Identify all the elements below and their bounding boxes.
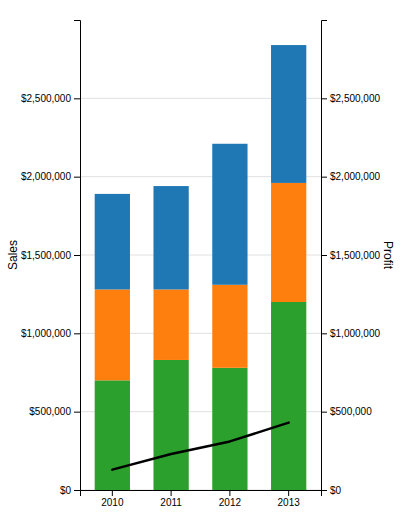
y2-tick-mark: [321, 255, 327, 256]
y-tick-mark: [74, 333, 80, 334]
y2-axis-line: [322, 21, 328, 491]
y-tick-label: $2,000,000: [21, 171, 71, 182]
y-tick: $2,500,000: [21, 93, 80, 104]
x-tick-mark: [229, 490, 230, 496]
y-tick-mark: [74, 490, 80, 491]
bar: [212, 368, 247, 490]
y-tick: $0: [60, 485, 80, 496]
y2-tick-label: $500,000: [330, 406, 372, 417]
x-tick: 2013: [278, 490, 301, 508]
bar: [95, 194, 130, 290]
bar: [271, 302, 306, 490]
y2-tick-label: $2,000,000: [330, 171, 380, 182]
y2-axis: $0 $500,000 $1,000,000 $1,500,000 $2,000,000…: [321, 21, 380, 496]
x-axis: 2010 2011 2012 2013: [81, 490, 322, 508]
line: [112, 423, 288, 470]
y2-tick-mark: [321, 98, 327, 99]
x-tick: 2010: [101, 490, 124, 508]
y-tick-label: $2,500,000: [21, 93, 71, 104]
y-tick-label: $0: [60, 485, 72, 496]
y2-axis-title: Profit: [381, 241, 395, 270]
y2-tick: $500,000: [321, 406, 372, 417]
plot: 2010 2011 2012 2013 $0 $500,000 $1,000,000 $1,5…: [21, 21, 381, 509]
y-tick-label: $500,000: [29, 406, 71, 417]
y-axis-title: Sales: [6, 240, 20, 270]
y-tick-mark: [74, 98, 80, 99]
x-tick-label: 2010: [101, 497, 124, 508]
chart: 2010 2011 2012 2013 $0 $500,000 $1,000,000 $1,5…: [0, 0, 401, 530]
bar-series: [95, 183, 307, 380]
y2-tick-mark: [321, 412, 327, 413]
y-tick: $500,000: [29, 406, 80, 417]
y2-tick-label: $1,000,000: [330, 328, 380, 339]
y2-tick-label: $1,500,000: [330, 250, 380, 261]
y-tick-mark: [74, 412, 80, 413]
bar: [271, 45, 306, 183]
x-tick: 2011: [160, 490, 182, 508]
x-tick-mark: [171, 490, 172, 496]
y2-tick-label: $2,500,000: [330, 93, 380, 104]
bar: [212, 285, 247, 368]
y-tick-label: $1,500,000: [21, 250, 71, 261]
y2-tick: $1,500,000: [321, 250, 380, 261]
y2-tick-mark: [321, 177, 327, 178]
x-tick-label: 2011: [160, 497, 182, 508]
bar: [271, 183, 306, 302]
y-tick: $2,000,000: [21, 171, 80, 182]
y2-tick: $1,000,000: [321, 328, 380, 339]
bar: [212, 144, 247, 285]
y-axis-line: [74, 21, 81, 491]
y2-tick-mark: [321, 490, 327, 491]
bar: [95, 380, 130, 490]
y-tick-mark: [74, 177, 80, 178]
y2-tick: $2,500,000: [321, 93, 380, 104]
y-tick-mark: [74, 255, 80, 256]
bar-series: [95, 45, 307, 289]
y2-tick-label: $0: [330, 485, 342, 496]
y-tick-label: $1,000,000: [21, 328, 71, 339]
y-tick: $1,500,000: [21, 250, 80, 261]
x-axis-line: [81, 491, 322, 497]
x-tick-label: 2012: [219, 497, 242, 508]
x-tick-label: 2013: [278, 497, 301, 508]
bar: [153, 289, 188, 360]
marks: [95, 45, 307, 490]
bar: [153, 186, 188, 289]
y2-tick-mark: [321, 333, 327, 334]
x-tick-mark: [288, 490, 289, 496]
y-tick: $1,000,000: [21, 328, 80, 339]
bar: [153, 360, 188, 490]
x-tick: 2012: [219, 490, 242, 508]
y2-tick: $2,000,000: [321, 171, 380, 182]
x-tick-mark: [112, 490, 113, 496]
y-axis: $0 $500,000 $1,000,000 $1,500,000 $2,000,000…: [21, 21, 81, 496]
bar: [95, 289, 130, 380]
y2-tick: $0: [321, 485, 342, 496]
